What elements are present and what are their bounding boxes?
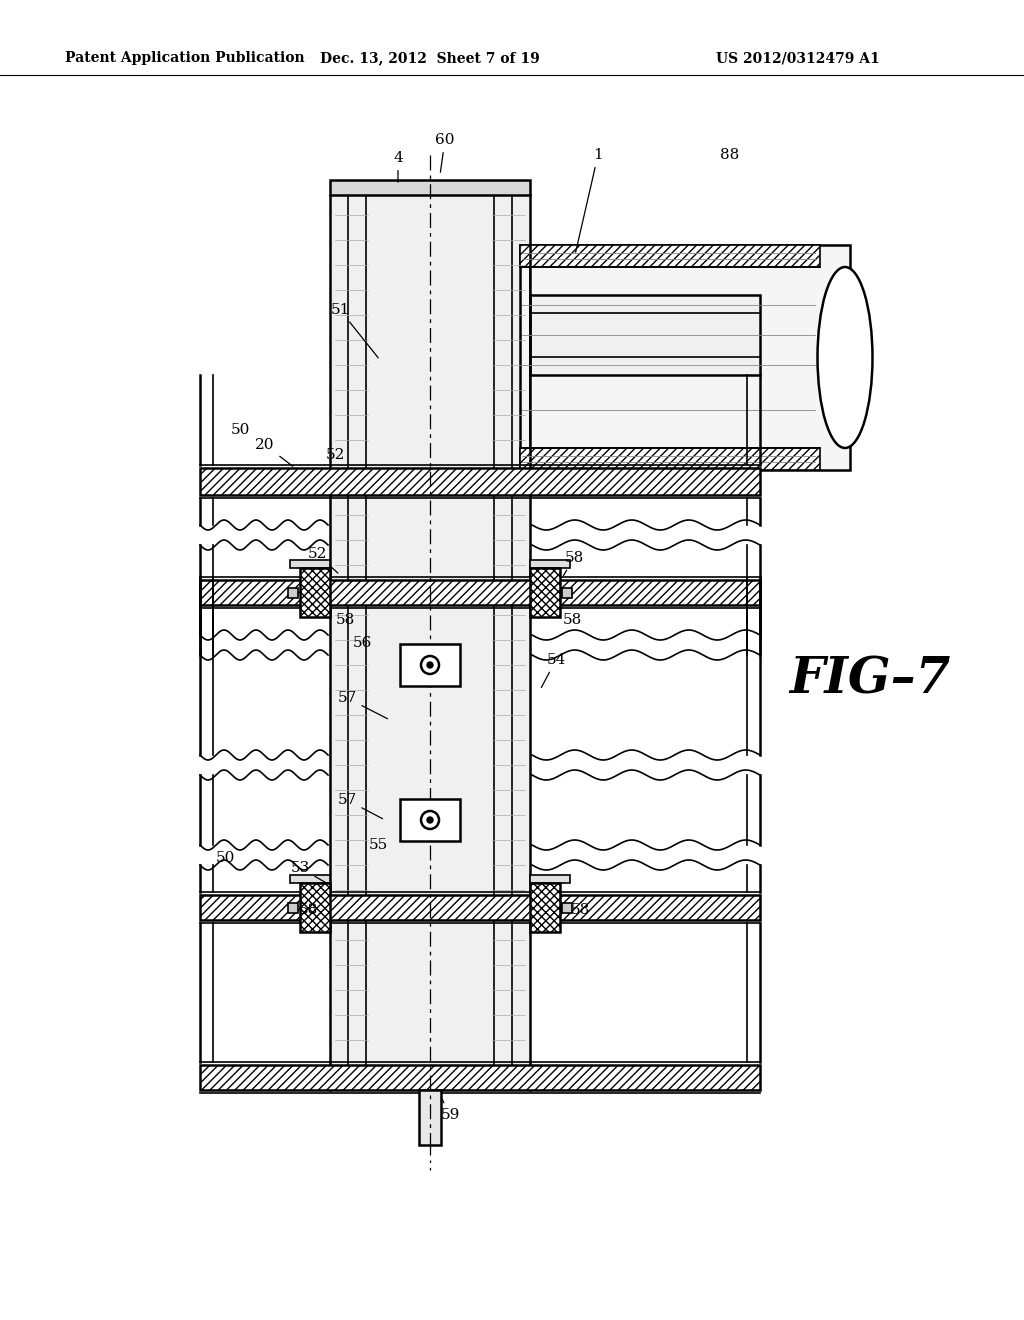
Bar — [290, 875, 330, 883]
Text: 57: 57 — [337, 690, 387, 718]
Text: 59: 59 — [440, 1097, 460, 1122]
Bar — [330, 195, 530, 1090]
Text: FIG–7: FIG–7 — [790, 656, 950, 705]
Text: 1: 1 — [575, 148, 603, 252]
Bar — [288, 587, 298, 598]
Text: 58: 58 — [298, 903, 317, 917]
Bar — [530, 568, 560, 616]
Bar — [562, 587, 572, 598]
Bar — [200, 1065, 760, 1090]
Bar — [400, 644, 460, 686]
Bar — [300, 883, 330, 932]
Bar — [520, 246, 850, 470]
Circle shape — [427, 663, 433, 668]
Text: 52: 52 — [326, 447, 345, 462]
Bar — [530, 883, 560, 932]
Text: 20: 20 — [255, 438, 293, 466]
Text: 88: 88 — [720, 148, 739, 162]
Ellipse shape — [817, 267, 872, 447]
Text: 58: 58 — [570, 903, 590, 917]
Text: 52: 52 — [307, 546, 338, 573]
Text: 4: 4 — [393, 150, 402, 182]
Bar — [520, 246, 820, 267]
Text: 51: 51 — [331, 304, 378, 358]
Bar — [200, 579, 760, 605]
Text: 60: 60 — [435, 133, 455, 172]
Text: 50: 50 — [230, 422, 250, 437]
Bar — [330, 180, 530, 195]
Text: Dec. 13, 2012  Sheet 7 of 19: Dec. 13, 2012 Sheet 7 of 19 — [321, 51, 540, 65]
Bar — [562, 903, 572, 912]
Text: 53: 53 — [291, 861, 328, 883]
Text: 54: 54 — [542, 653, 565, 688]
Bar — [520, 447, 820, 470]
Text: 55: 55 — [369, 838, 388, 851]
Bar — [530, 560, 570, 568]
Text: 58: 58 — [336, 612, 354, 627]
Bar — [419, 1090, 441, 1144]
Text: US 2012/0312479 A1: US 2012/0312479 A1 — [716, 51, 880, 65]
Text: 58: 58 — [562, 609, 582, 627]
Text: 58: 58 — [563, 550, 584, 576]
Bar — [300, 568, 330, 616]
Text: 50: 50 — [215, 851, 234, 865]
Text: 57: 57 — [337, 793, 383, 818]
Bar — [200, 469, 760, 495]
Circle shape — [427, 817, 433, 822]
Bar — [200, 895, 760, 920]
Bar — [288, 903, 298, 912]
Bar — [530, 294, 760, 375]
Bar — [400, 799, 460, 841]
Bar — [530, 875, 570, 883]
Text: 56: 56 — [352, 636, 372, 649]
Bar — [290, 560, 330, 568]
Text: Patent Application Publication: Patent Application Publication — [65, 51, 304, 65]
